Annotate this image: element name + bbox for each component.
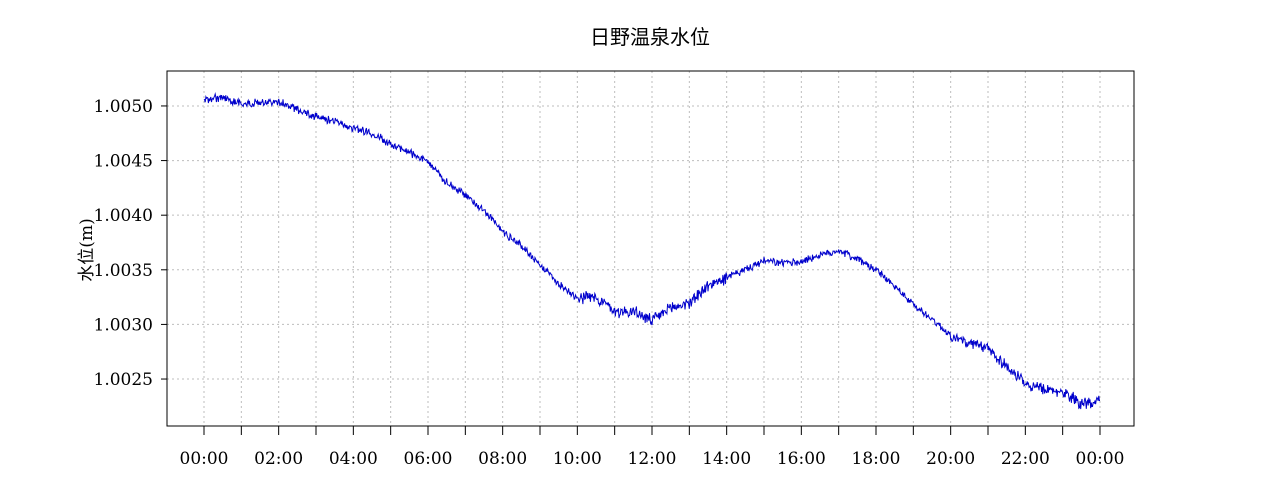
- x-tick-label: 02:00: [254, 449, 303, 469]
- grid: [167, 71, 1134, 426]
- x-tick-label: 06:00: [404, 449, 453, 469]
- y-tick-label: 1.0045: [94, 152, 153, 172]
- x-tick-label: 08:00: [478, 449, 527, 469]
- chart-title: 日野温泉水位: [590, 25, 710, 49]
- series-line: [203, 92, 1101, 410]
- y-axis: 1.0025 1.0030 1.0035 1.0040 1.0045 1.0050: [94, 97, 167, 390]
- x-tick-label: 04:00: [329, 449, 378, 469]
- x-tick-label: 22:00: [1001, 449, 1050, 469]
- series: [203, 92, 1101, 410]
- x-tick-label: 18:00: [852, 449, 901, 469]
- x-tick-label: 16:00: [777, 449, 826, 469]
- y-tick-label: 1.0040: [94, 206, 153, 226]
- plot-area-frame: [166, 70, 1135, 427]
- x-tick-label: 10:00: [553, 449, 602, 469]
- x-tick-label: 00:00: [180, 449, 229, 469]
- x-tick-label: 12:00: [628, 449, 677, 469]
- x-tick-label: 20:00: [926, 449, 975, 469]
- x-tick-label: 00:00: [1076, 449, 1125, 469]
- y-tick-label: 1.0050: [94, 97, 153, 117]
- y-tick-label: 1.0025: [94, 370, 153, 390]
- y-tick-label: 1.0030: [94, 315, 153, 335]
- y-tick-label: 1.0035: [94, 261, 153, 281]
- y-axis-label: 水位(m): [77, 218, 97, 281]
- x-axis: 00:00 02:00 04:00 06:00 08:00 10:00 12:00 14:00…: [180, 426, 1125, 469]
- x-tick-label: 14:00: [702, 449, 751, 469]
